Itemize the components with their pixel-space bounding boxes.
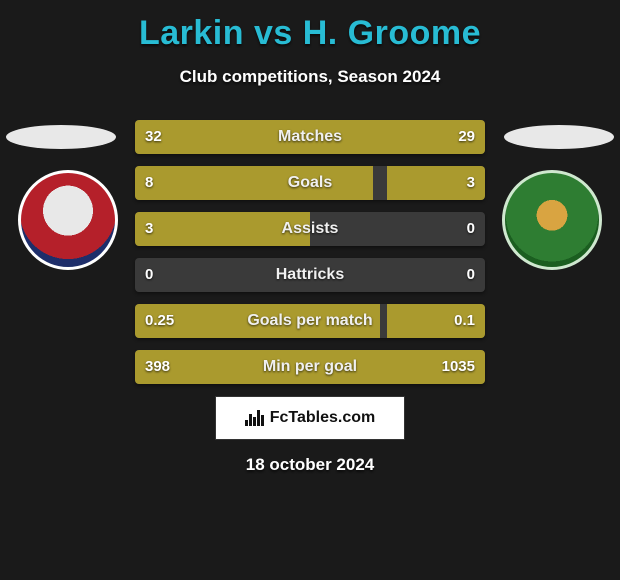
date-label: 18 october 2024 [0,455,620,475]
stat-value-right: 1035 [442,350,475,384]
stats-container: 32 Matches 29 8 Goals 3 3 Assists 0 0 Ha… [135,120,485,396]
stat-label: Goals per match [135,304,485,338]
stat-row-matches: 32 Matches 29 [135,120,485,154]
team-crest-left [18,170,118,270]
stat-row-hattricks: 0 Hattricks 0 [135,258,485,292]
stat-label: Matches [135,120,485,154]
stat-row-min-per-goal: 398 Min per goal 1035 [135,350,485,384]
stat-label: Assists [135,212,485,246]
stat-value-right: 0 [467,212,475,246]
page-subtitle: Club competitions, Season 2024 [0,67,620,87]
stat-value-right: 29 [458,120,475,154]
bar-chart-icon [245,410,264,426]
stat-row-goals: 8 Goals 3 [135,166,485,200]
stat-value-right: 0 [467,258,475,292]
player-shadow-right [504,125,614,149]
fctables-link[interactable]: FcTables.com [215,396,405,440]
stat-label: Min per goal [135,350,485,384]
stat-label: Goals [135,166,485,200]
stat-row-assists: 3 Assists 0 [135,212,485,246]
team-crest-right [502,170,602,270]
stat-value-right: 3 [467,166,475,200]
player-shadow-left [6,125,116,149]
stat-value-right: 0.1 [454,304,475,338]
fctables-brand: FcTables.com [270,409,376,427]
page-title: Larkin vs H. Groome [0,0,620,53]
stat-label: Hattricks [135,258,485,292]
stat-row-goals-per-match: 0.25 Goals per match 0.1 [135,304,485,338]
